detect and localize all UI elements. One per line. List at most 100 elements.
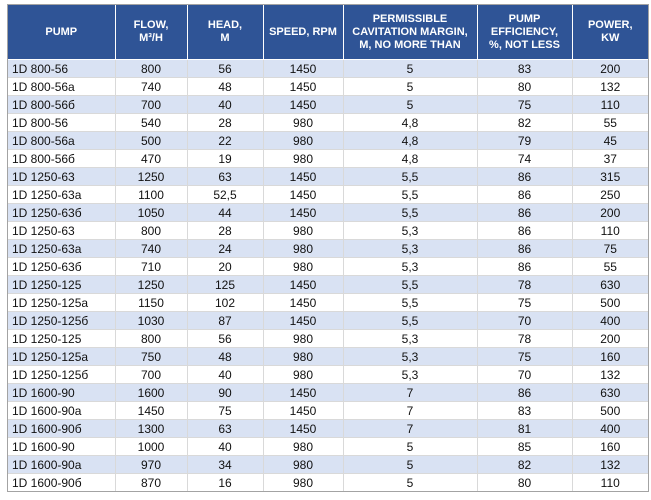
speed-cell: 980 [262,149,344,168]
power-cell: 132 [571,77,648,96]
pump-cell: 1D 800-56a [8,131,116,150]
pump-cell: 1D 1600-90б [8,473,116,491]
head-cell: 56 [186,329,264,348]
power-cell: 630 [571,275,648,294]
table-row: 1D 1250-125a 1150 102 1450 5,5 75 500 [8,293,648,312]
head-cell: 44 [186,203,264,222]
table-row: 1D 1250-63a 740 24 980 5,3 86 75 [8,239,648,258]
power-cell: 200 [571,203,648,222]
speed-cell: 1450 [262,203,344,222]
efficiency-cell: 86 [476,185,573,204]
speed-cell: 1450 [262,275,344,294]
power-cell: 200 [571,59,648,78]
table-row: 1D 1600-90б 1300 63 1450 7 81 400 [8,419,648,438]
head-cell: 40 [186,95,264,114]
speed-cell: 980 [262,473,344,491]
flow-cell: 870 [114,473,188,491]
table-row: 1D 1250-63 800 28 980 5,3 86 110 [8,221,648,240]
cavitation-margin-cell: 4,8 [342,149,478,168]
flow-cell: 1150 [114,293,188,312]
flow-cell: 500 [114,131,188,150]
flow-cell: 740 [114,239,188,258]
flow-cell: 800 [114,221,188,240]
flow-cell: 1050 [114,203,188,222]
pump-cell: 1D 1600-90 [8,383,116,402]
efficiency-cell: 85 [476,437,573,456]
speed-cell: 980 [262,437,344,456]
efficiency-cell: 78 [476,329,573,348]
efficiency-cell: 74 [476,149,573,168]
efficiency-cell: 82 [476,113,573,132]
table-row: 1D 800-56б 470 19 980 4,8 74 37 [8,149,648,168]
efficiency-cell: 86 [476,383,573,402]
efficiency-cell: 78 [476,275,573,294]
efficiency-cell: 86 [476,203,573,222]
speed-cell: 1450 [262,59,344,78]
flow-cell: 1250 [114,167,188,186]
speed-cell: 1450 [262,185,344,204]
speed-cell: 1450 [262,383,344,402]
speed-cell: 1450 [262,419,344,438]
power-cell: 200 [571,329,648,348]
efficiency-cell: 75 [476,95,573,114]
table-row: 1D 1600-90б 870 16 980 5 80 110 [8,473,648,491]
pump-cell: 1D 1250-63a [8,239,116,258]
efficiency-cell: 86 [476,239,573,258]
head-cell: 48 [186,347,264,366]
power-cell: 132 [571,455,648,474]
power-cell: 250 [571,185,648,204]
table-row: 1D 1600-90 1600 90 1450 7 86 630 [8,383,648,402]
table-row: 1D 800-56 800 56 1450 5 83 200 [8,59,648,78]
efficiency-cell: 80 [476,473,573,491]
speed-cell: 980 [262,239,344,258]
power-cell: 75 [571,239,648,258]
efficiency-cell: 70 [476,365,573,384]
speed-cell: 1450 [262,167,344,186]
table-row: 1D 800-56 540 28 980 4,8 82 55 [8,113,648,132]
efficiency-cell: 75 [476,293,573,312]
head-cell: 125 [186,275,264,294]
pump-cell: 1D 1600-90a [8,455,116,474]
table-row: 1D 1250-63б 1050 44 1450 5,5 86 200 [8,203,648,222]
flow-cell: 470 [114,149,188,168]
power-cell: 55 [571,257,648,276]
flow-cell: 1100 [114,185,188,204]
cavitation-margin-cell: 4,8 [342,131,478,150]
pump-cell: 1D 800-56 [8,113,116,132]
efficiency-cell: 75 [476,347,573,366]
speed-cell: 980 [262,131,344,150]
power-cell: 110 [571,473,648,491]
pump-cell: 1D 1250-125б [8,311,116,330]
power-cell: 400 [571,419,648,438]
efficiency-cell: 83 [476,401,573,420]
cavitation-margin-cell: 5 [342,59,478,78]
pump-cell: 1D 1600-90 [8,437,116,456]
cavitation-margin-cell: 5 [342,455,478,474]
flow-cell: 800 [114,59,188,78]
cavitation-margin-cell: 7 [342,419,478,438]
table-row: 1D 1250-63a 1100 52,5 1450 5,5 86 250 [8,185,648,204]
pump-cell: 1D 800-56a [8,77,116,96]
pump-specifications-table: PUMP FLOW, M³/H HEAD, M SPEED, RPM PERMISSIB… [8,5,648,491]
header-row: PUMP FLOW, M³/H HEAD, M SPEED, RPM PERMISSIB… [8,5,648,60]
head-cell: 22 [186,131,264,150]
power-cell: 110 [571,221,648,240]
head-cell: 20 [186,257,264,276]
head-cell: 40 [186,365,264,384]
head-cell: 48 [186,77,264,96]
column-header-efficiency: PUMP EFFICIENCY, %, NOT LESS [476,5,573,60]
table-row: 1D 800-56a 740 48 1450 5 80 132 [8,77,648,96]
cavitation-margin-cell: 5,3 [342,221,478,240]
power-cell: 500 [571,401,648,420]
cavitation-margin-cell: 5,5 [342,185,478,204]
flow-cell: 750 [114,347,188,366]
flow-cell: 700 [114,95,188,114]
cavitation-margin-cell: 5 [342,77,478,96]
pump-cell: 1D 1600-90б [8,419,116,438]
head-cell: 52,5 [186,185,264,204]
table-row: 1D 1250-125б 700 40 980 5,3 70 132 [8,365,648,384]
speed-cell: 980 [262,365,344,384]
flow-cell: 800 [114,329,188,348]
pump-cell: 1D 1600-90a [8,401,116,420]
